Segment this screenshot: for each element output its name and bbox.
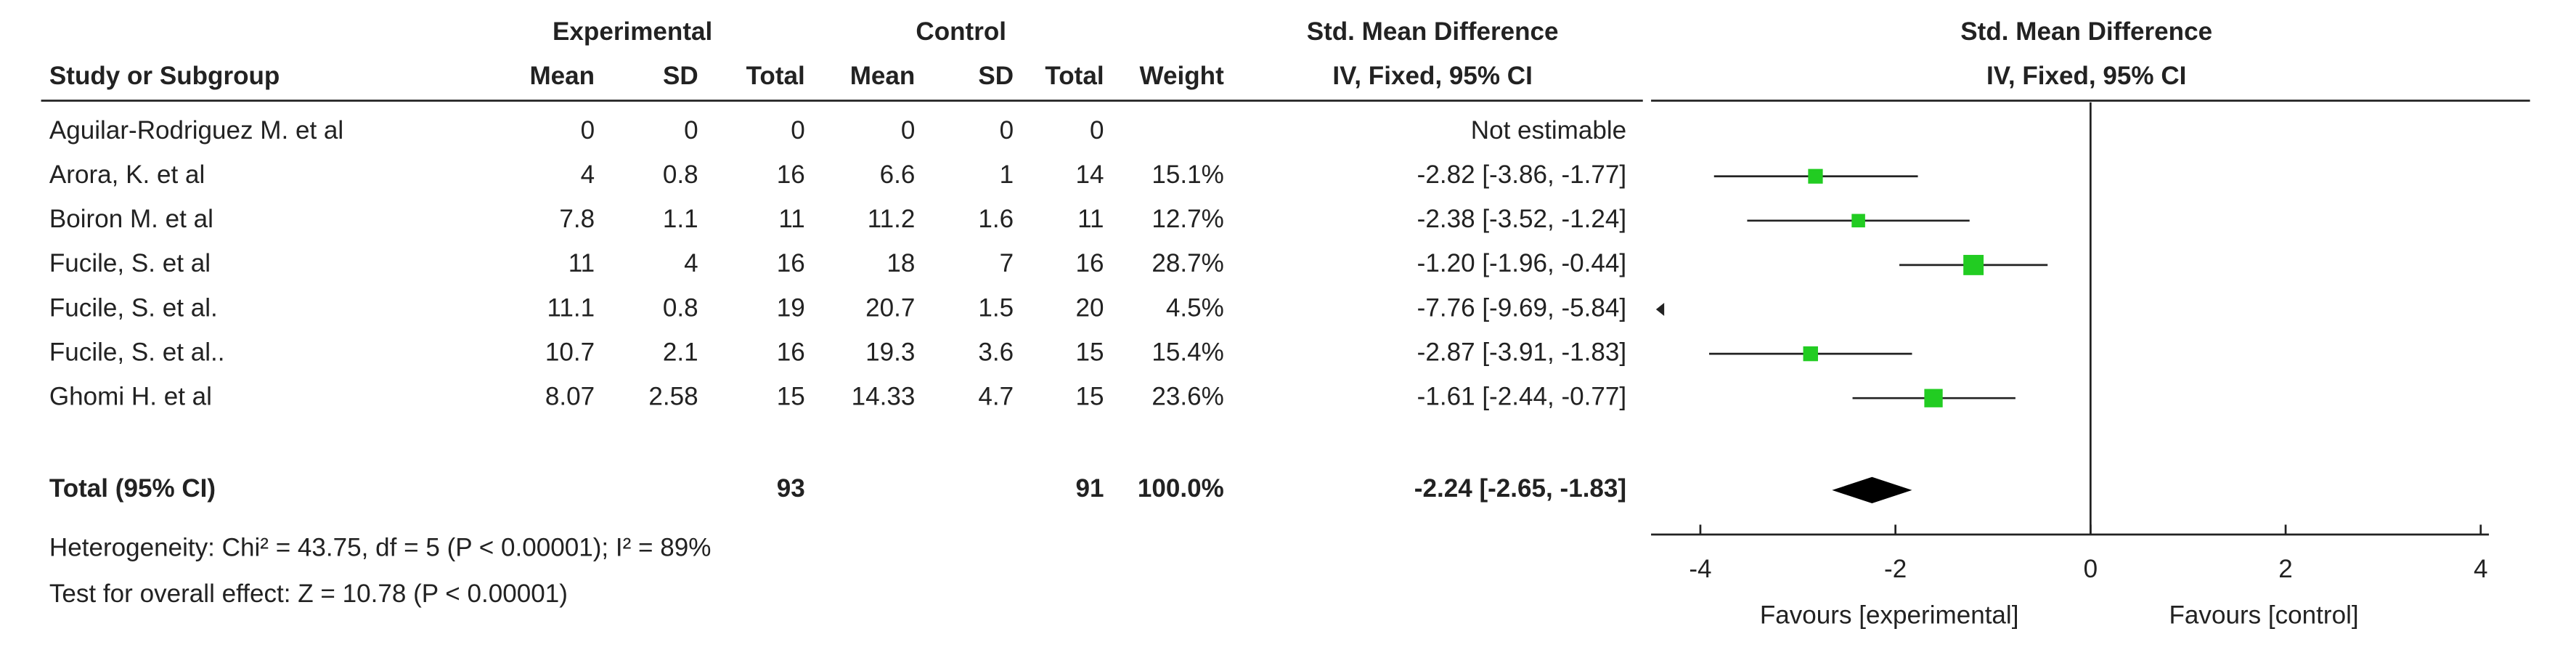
table-cell: 1.6 <box>978 205 1014 233</box>
table-cell: 14 <box>1076 161 1104 189</box>
effect-square <box>1963 254 1984 275</box>
off-scale-arrow <box>1655 302 1665 317</box>
total-cell: 91 <box>1076 474 1104 503</box>
table-cell: 0 <box>581 116 595 145</box>
total-name: Total (95% CI) <box>49 474 216 503</box>
table-cell: 18 <box>886 249 915 277</box>
ci-cell: -1.61 [-2.44, -0.77] <box>1417 382 1626 410</box>
effect-header: Std. Mean Difference <box>1960 17 2212 46</box>
table-cell: 19.3 <box>865 338 915 366</box>
x-tick-label: 0 <box>2084 555 2098 583</box>
table-cell: 0.8 <box>663 161 698 189</box>
weight-cell: 15.1% <box>1152 161 1223 189</box>
effect-square <box>1803 346 1818 362</box>
table-cell: 2.58 <box>648 382 698 410</box>
table-cell: 3.6 <box>978 338 1014 366</box>
table-cell: 11 <box>1077 205 1104 233</box>
table-cell: 10.7 <box>545 338 595 366</box>
table-cell: 11.2 <box>868 205 916 233</box>
table-cell: 19 <box>777 293 805 322</box>
ci-cell: -2.38 [-3.52, -1.24] <box>1417 205 1626 233</box>
table-cell: 1.5 <box>978 293 1014 322</box>
column-header: Study or Subgroup <box>49 62 280 90</box>
table-cell: 0 <box>791 116 805 145</box>
column-header: Weight <box>1140 62 1225 90</box>
column-header: SD <box>978 62 1014 90</box>
table-cell: 20 <box>1076 293 1104 322</box>
heterogeneity: Heterogeneity: Chi² = 43.75, df = 5 (P <… <box>49 534 712 562</box>
study-name: Fucile, S. et al <box>49 249 211 277</box>
table-cell: 16 <box>777 338 805 366</box>
table-cell: 0 <box>1090 116 1104 145</box>
table-cell: 2.1 <box>663 338 698 366</box>
table-cell: 16 <box>1076 249 1104 277</box>
table-cell: 15 <box>1076 382 1104 410</box>
study-name: Fucile, S. et al. <box>49 293 218 322</box>
ci-cell: Not estimable <box>1471 116 1626 145</box>
weight-cell: 23.6% <box>1152 382 1223 410</box>
table-cell: 0.8 <box>663 293 698 322</box>
ci-cell: -2.82 [-3.86, -1.77] <box>1417 161 1626 189</box>
study-name: Fucile, S. et al.. <box>49 338 225 366</box>
table-cell: 6.6 <box>880 161 916 189</box>
table-cell: 14.33 <box>852 382 916 410</box>
favours-label: Favours [control] <box>2169 601 2359 629</box>
table-cell: 4 <box>684 249 698 277</box>
x-tick-label: 2 <box>2278 555 2293 583</box>
total-diamond <box>1832 476 1912 504</box>
effect-square <box>1808 168 1823 184</box>
total-cell: 93 <box>777 474 805 503</box>
table-cell: 0 <box>901 116 916 145</box>
method-header: IV, Fixed, 95% CI <box>1986 62 2186 90</box>
table-cell: 1.1 <box>663 205 698 233</box>
study-name: Ghomi H. et al <box>49 382 212 410</box>
effect-header: Std. Mean Difference <box>1307 17 1559 46</box>
table-cell: 15 <box>1076 338 1104 366</box>
table-cell: 11.1 <box>547 293 595 322</box>
total-cell: 100.0% <box>1138 474 1224 503</box>
effect-square <box>1851 214 1865 228</box>
table-cell: 11 <box>778 205 804 233</box>
overall-effect: Test for overall effect: Z = 10.78 (P < … <box>49 580 568 608</box>
table-cell: 15 <box>777 382 805 410</box>
table-cell: 7.8 <box>559 205 595 233</box>
table-cell: 4.7 <box>978 382 1014 410</box>
weight-cell: 28.7% <box>1152 249 1223 277</box>
table-cell: 4 <box>581 161 595 189</box>
column-header: Total <box>1045 62 1104 90</box>
column-header: Mean <box>529 62 595 90</box>
column-header: Mean <box>850 62 916 90</box>
table-cell: 0 <box>1000 116 1014 145</box>
group-header: Experimental <box>553 17 712 46</box>
study-name: Arora, K. et al <box>49 161 205 189</box>
table-cell: 7 <box>1000 249 1014 277</box>
table-cell: 16 <box>777 249 805 277</box>
group-header: Control <box>916 17 1006 46</box>
method-header: IV, Fixed, 95% CI <box>1332 62 1532 90</box>
table-cell: 0 <box>684 116 698 145</box>
x-tick-label: 4 <box>2474 555 2488 583</box>
favours-label: Favours [experimental] <box>1760 601 2019 629</box>
table-cell: 20.7 <box>865 293 915 322</box>
total-cell: -2.24 [-2.65, -1.83] <box>1414 474 1626 503</box>
table-cell: 1 <box>1000 161 1014 189</box>
x-tick-label: -2 <box>1884 555 1907 583</box>
table-cell: 11 <box>568 249 595 277</box>
weight-cell: 12.7% <box>1152 205 1223 233</box>
table-cell: 8.07 <box>545 382 595 410</box>
column-header: SD <box>663 62 698 90</box>
study-name: Boiron M. et al <box>49 205 213 233</box>
ci-cell: -7.76 [-9.69, -5.84] <box>1417 293 1626 322</box>
x-tick-label: -4 <box>1689 555 1711 583</box>
column-header: Total <box>746 62 805 90</box>
study-name: Aguilar-Rodriguez M. et al <box>49 116 343 145</box>
ci-cell: -1.20 [-1.96, -0.44] <box>1417 249 1626 277</box>
weight-cell: 15.4% <box>1152 338 1223 366</box>
weight-cell: 4.5% <box>1166 293 1224 322</box>
table-cell: 16 <box>777 161 805 189</box>
effect-square <box>1924 389 1943 407</box>
ci-cell: -2.87 [-3.91, -1.83] <box>1417 338 1626 366</box>
